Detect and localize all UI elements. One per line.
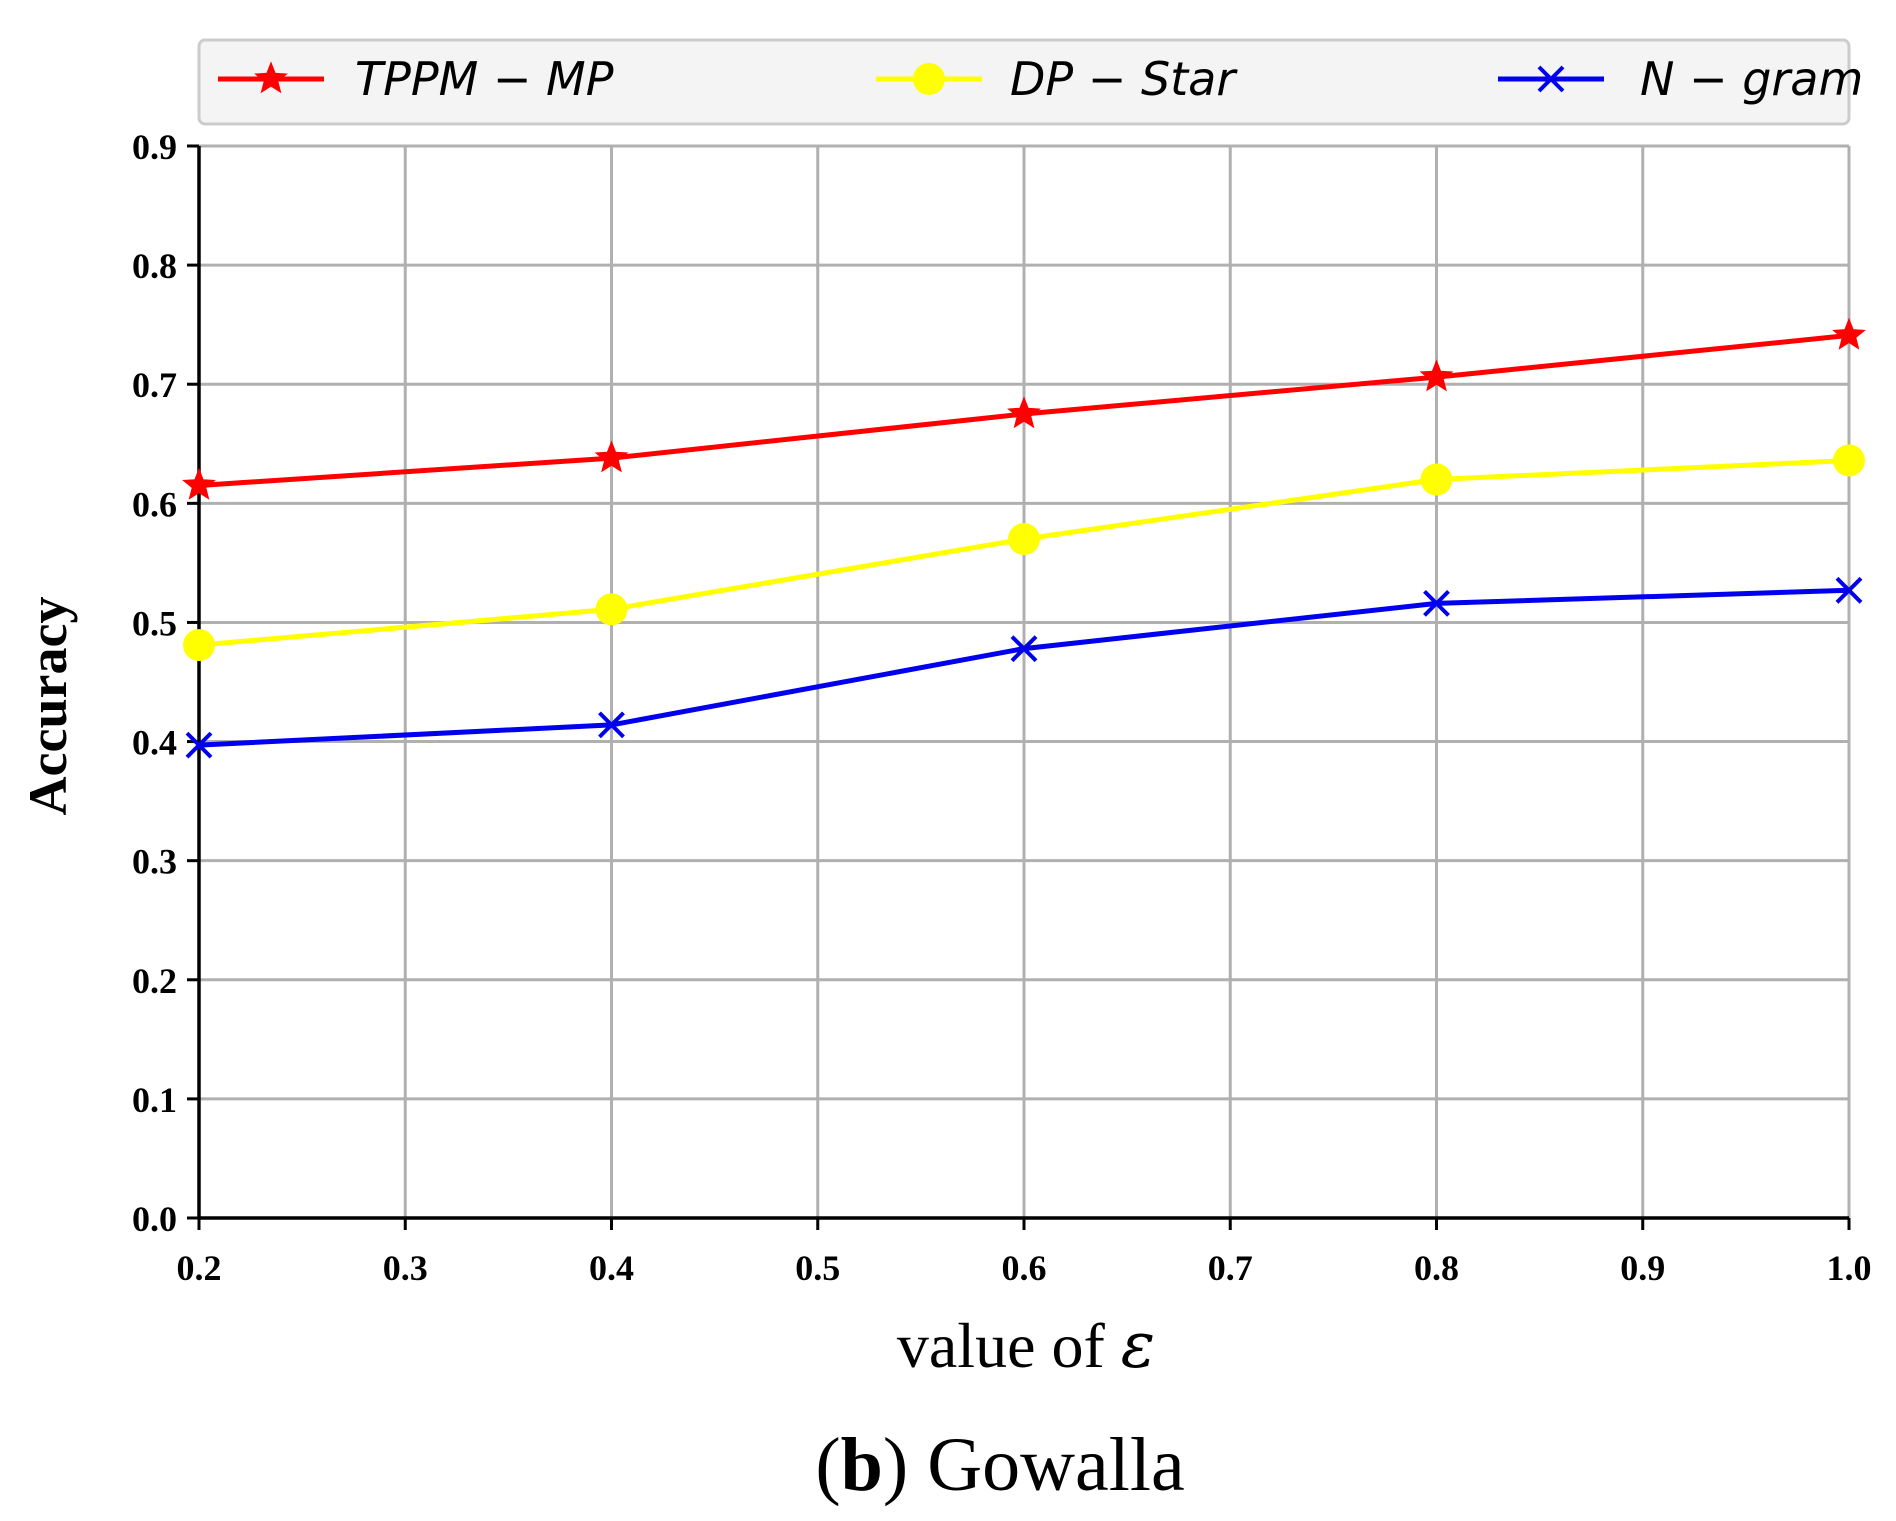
- legend-label: DP − Star: [1010, 52, 1238, 106]
- y-axis-label: Accuracy: [18, 597, 78, 816]
- data-point: [1832, 317, 1866, 350]
- x-marker-stroke: [598, 711, 625, 739]
- x-tick-label: 0.8: [1414, 1248, 1459, 1288]
- y-tick-label: 0.2: [132, 961, 177, 1001]
- axes: [187, 144, 1851, 1230]
- figure-caption: (b) Gowalla: [815, 1423, 1184, 1507]
- y-tick-label: 0.3: [132, 842, 177, 882]
- data-point: [1833, 444, 1865, 477]
- x-tick-label: 1.0: [1827, 1248, 1872, 1288]
- legend-label: TPPM − MP: [355, 52, 614, 106]
- tick-labels: 0.2 0.3 0.4 0.5 0.6 0.7 0.8 0.9 1.0 0.0 0.1 0.2 0.3 0…: [132, 127, 1872, 1288]
- legend-marker: [254, 61, 288, 94]
- x-tick-label: 0.9: [1620, 1248, 1665, 1288]
- x-tick-label: 0.7: [1208, 1248, 1253, 1288]
- legend-item-1: DP − Star: [876, 52, 1238, 106]
- x-tick-label: 0.5: [795, 1248, 840, 1288]
- x-tick-label: 0.6: [1002, 1248, 1047, 1288]
- legend-item-0: TPPM − MP: [218, 52, 614, 106]
- x-tick-label: 0.3: [383, 1248, 428, 1288]
- legend: TPPM − MP DP − Star N − gram: [197, 38, 1863, 126]
- x-marker-stroke: [1537, 65, 1565, 93]
- x-marker-stroke: [1010, 635, 1038, 663]
- legend-box: [197, 38, 1851, 126]
- y-tick-label: 0.5: [132, 603, 177, 643]
- epsilon-symbol: ε: [1121, 1309, 1155, 1383]
- data-point: [1420, 463, 1453, 496]
- series-2: [185, 576, 1863, 759]
- y-tick-label: 0.0: [132, 1199, 177, 1239]
- y-tick-label: 0.8: [132, 246, 177, 286]
- x-axis-label: value of ε: [897, 1309, 1155, 1383]
- x-marker-stroke: [1423, 589, 1450, 617]
- legend-item-2: N − gram: [1498, 52, 1863, 106]
- y-tick-label: 0.1: [132, 1080, 177, 1120]
- data-point: [1008, 523, 1040, 556]
- legend-marker: [1537, 65, 1565, 93]
- x-tick-label: 0.2: [177, 1248, 222, 1288]
- data-point: [1835, 576, 1863, 604]
- data-point: [1010, 635, 1038, 663]
- data-point: [185, 731, 213, 759]
- y-tick-label: 0.4: [132, 723, 177, 763]
- y-tick-label: 0.9: [132, 127, 177, 167]
- legend-label: N − gram: [1640, 52, 1863, 106]
- grid-lines: [197, 144, 1851, 1220]
- y-tick-label: 0.6: [132, 484, 177, 524]
- series-0: [182, 317, 1866, 500]
- series-1: [183, 444, 1865, 662]
- x-axis-label-prefix: value of: [897, 1310, 1121, 1381]
- series-layer: [182, 317, 1866, 759]
- data-point: [1419, 359, 1454, 392]
- data-point: [183, 629, 215, 662]
- data-point: [594, 440, 629, 473]
- x-marker-stroke: [1835, 576, 1863, 604]
- data-point: [1007, 396, 1041, 429]
- data-point: [595, 593, 628, 626]
- data-point: [182, 467, 216, 500]
- data-point: [1423, 589, 1450, 617]
- x-marker-stroke: [185, 731, 213, 759]
- y-tick-label: 0.7: [132, 365, 177, 405]
- x-tick-label: 0.4: [589, 1248, 634, 1288]
- legend-marker: [913, 63, 945, 95]
- data-point: [598, 711, 625, 739]
